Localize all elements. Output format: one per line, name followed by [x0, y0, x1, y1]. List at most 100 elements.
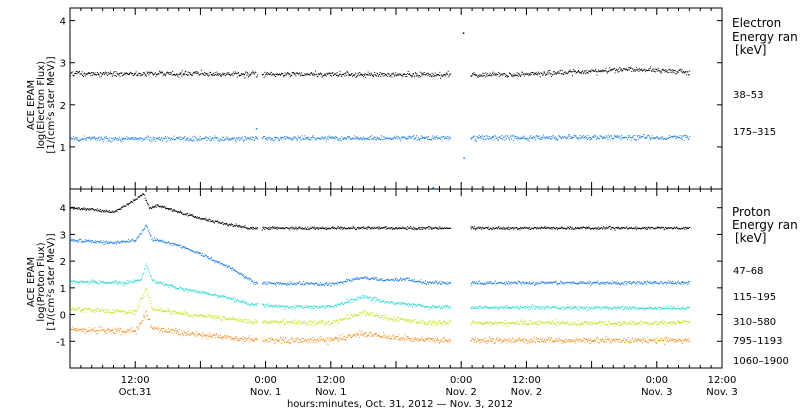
data-point [654, 228, 656, 230]
data-point [664, 71, 666, 73]
data-point [550, 136, 552, 137]
data-point [119, 281, 120, 283]
data-point [533, 281, 535, 283]
data-point [159, 136, 161, 138]
electron-plot-frame [69, 7, 723, 190]
data-point [375, 227, 377, 229]
data-point [597, 136, 599, 138]
data-point [339, 304, 341, 306]
data-point [200, 138, 202, 140]
data-point [428, 73, 430, 75]
data-point [517, 283, 519, 285]
data-point [267, 304, 269, 306]
data-point [510, 227, 512, 229]
data-point [301, 74, 303, 76]
data-point [619, 307, 621, 309]
data-point [123, 205, 125, 207]
data-point [350, 280, 352, 282]
data-point [554, 136, 556, 138]
data-point [489, 136, 490, 137]
data-point [198, 217, 200, 219]
data-point [323, 283, 325, 285]
data-point [301, 283, 303, 285]
data-point [520, 74, 522, 76]
data-point [197, 291, 199, 293]
data-point [122, 207, 123, 209]
data-point [251, 227, 253, 229]
data-point [661, 227, 663, 229]
data-point [626, 137, 628, 139]
data-point [82, 240, 83, 242]
data-point [661, 135, 663, 137]
data-point [527, 227, 529, 229]
data-point [659, 282, 661, 284]
data-point [336, 228, 337, 230]
data-point [475, 228, 477, 230]
data-point [473, 307, 475, 309]
data-point [605, 135, 607, 137]
data-point [255, 227, 257, 229]
data-point [200, 73, 202, 75]
data-point [474, 226, 475, 228]
data-point [637, 307, 639, 309]
data-point [372, 300, 374, 301]
data-point [291, 139, 293, 141]
data-point [559, 227, 561, 229]
data-point [685, 227, 687, 229]
data-point [163, 73, 165, 75]
data-point [163, 241, 165, 243]
data-point [514, 227, 516, 229]
data-point [499, 227, 501, 229]
data-point [670, 227, 672, 229]
data-point [408, 227, 410, 229]
data-point [237, 299, 239, 301]
data-point [283, 283, 285, 284]
data-point [554, 227, 556, 229]
data-point [545, 282, 547, 284]
proton-ytick-label: 1 [60, 284, 66, 295]
data-point [343, 303, 345, 305]
data-point [593, 228, 594, 230]
data-point [301, 283, 303, 285]
data-point [522, 227, 524, 229]
data-point [447, 284, 449, 285]
data-point [217, 297, 218, 298]
data-point [392, 302, 394, 304]
data-point [384, 226, 386, 228]
data-point [420, 72, 422, 74]
data-point [443, 135, 445, 137]
data-point [263, 304, 265, 306]
data-point [552, 227, 554, 229]
data-point [270, 304, 272, 306]
data-point [107, 281, 109, 283]
data-point [507, 284, 509, 286]
data-point [309, 228, 311, 230]
data-point [480, 136, 481, 138]
data-point [541, 138, 542, 140]
data-point [569, 226, 571, 228]
data-point [150, 136, 152, 138]
data-point [108, 281, 110, 283]
data-point [144, 139, 146, 141]
data-point [538, 306, 540, 308]
data-point [533, 135, 535, 137]
data-point [670, 282, 672, 284]
data-point [610, 135, 612, 137]
data-point [476, 307, 478, 309]
data-point [330, 137, 332, 139]
data-point [286, 137, 288, 139]
data-point [414, 304, 416, 306]
data-point [540, 280, 542, 282]
data-point [84, 281, 86, 283]
data-point [600, 283, 602, 284]
data-point [472, 136, 474, 138]
data-point [151, 280, 153, 282]
data-point [76, 240, 77, 242]
data-point [148, 272, 150, 274]
data-point [387, 278, 389, 280]
data-point [127, 203, 129, 205]
data-point [610, 227, 612, 229]
data-point [542, 282, 544, 284]
data-point [434, 306, 436, 308]
data-point [595, 305, 597, 307]
